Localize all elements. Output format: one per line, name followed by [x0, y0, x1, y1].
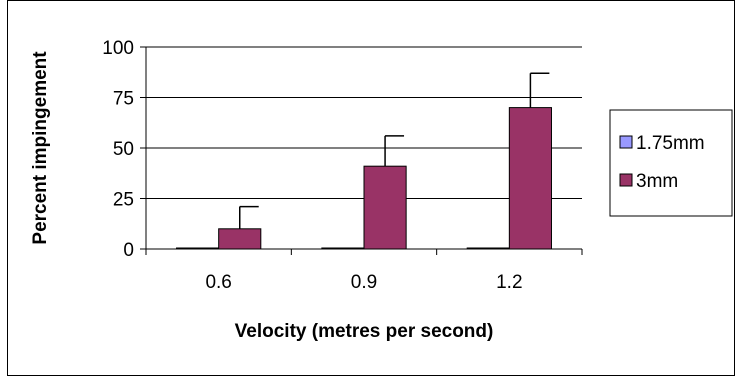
legend-swatch: [619, 173, 633, 187]
x-tick-label: 1.2: [496, 272, 522, 293]
y-tick-label: 0: [123, 240, 134, 261]
bar: [508, 107, 552, 250]
bars-group: [176, 107, 552, 250]
x-tick-label: 0.6: [205, 272, 231, 293]
legend-label: 1.75mm: [636, 133, 705, 154]
bar: [363, 165, 407, 250]
legend: 1.75mm 3mm: [619, 133, 705, 192]
x-ticks-group: 0.6 0.9 1.2: [145, 249, 583, 293]
y-tick-label: 25: [113, 190, 134, 211]
y-axis-title: Percent impingement: [30, 51, 51, 245]
y-tick-label: 50: [113, 139, 134, 160]
x-axis-title: Velocity (metres per second): [235, 321, 494, 342]
x-tick-label: 0.9: [351, 272, 377, 293]
y-tick-label: 75: [113, 89, 134, 110]
legend-box: [609, 109, 733, 217]
legend-swatch: [619, 135, 633, 149]
legend-label: 3mm: [636, 171, 678, 192]
y-ticks-group: 0 25 50 75 100: [102, 38, 146, 261]
bar: [218, 228, 262, 250]
error-bars-group: [238, 72, 550, 229]
y-tick-label: 100: [102, 38, 134, 59]
